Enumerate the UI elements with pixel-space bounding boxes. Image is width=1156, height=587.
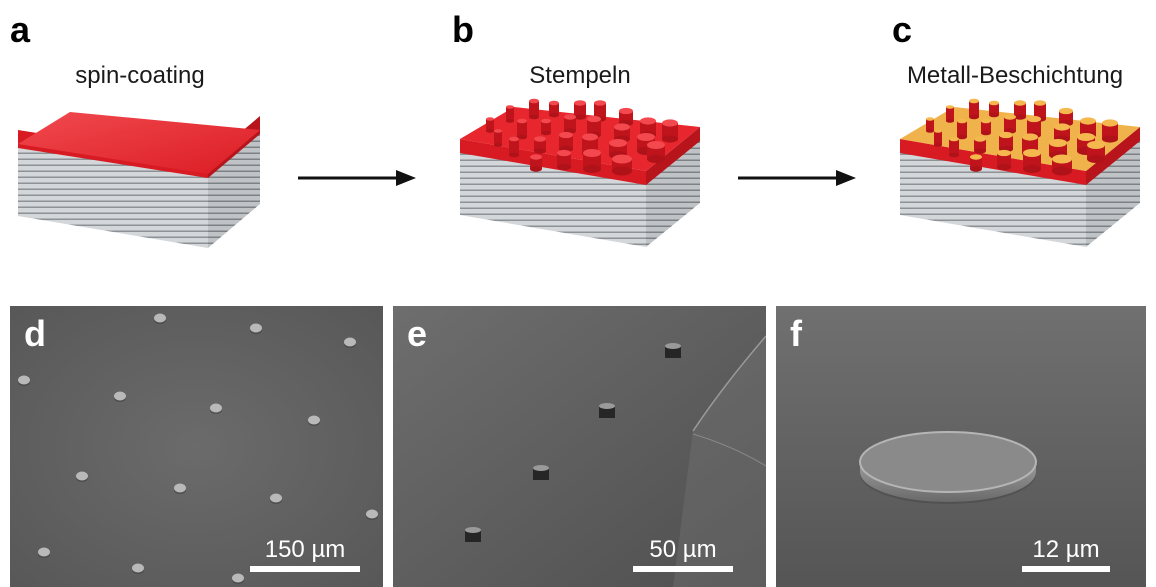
pillar bbox=[619, 107, 633, 127]
spin-coated-substrate-illustration bbox=[18, 112, 260, 248]
pillar bbox=[529, 98, 539, 120]
pillar bbox=[506, 105, 514, 123]
pillar bbox=[494, 129, 502, 147]
panel-letter-b: b bbox=[452, 9, 474, 50]
polymer-pillars bbox=[486, 98, 678, 176]
pillar bbox=[1014, 100, 1026, 120]
arrow-b-to-c bbox=[738, 170, 856, 186]
arrow-a-to-b bbox=[298, 170, 416, 186]
particle bbox=[154, 313, 166, 324]
sem-surface-f bbox=[776, 306, 1146, 587]
pillar bbox=[926, 117, 934, 133]
pillar bbox=[949, 136, 959, 158]
sem-image-e: e 50 µm bbox=[393, 306, 766, 587]
scale-bar-label-f: 12 µm bbox=[1032, 536, 1100, 563]
particle bbox=[308, 415, 320, 426]
pillar bbox=[957, 118, 967, 140]
pillar bbox=[465, 527, 481, 542]
pillar bbox=[1059, 107, 1073, 127]
step-title-stempeln: Stempeln bbox=[529, 62, 631, 89]
sem-surface-d bbox=[10, 306, 383, 587]
pillar bbox=[1087, 140, 1105, 164]
metal-coated-pillars-illustration bbox=[900, 98, 1140, 247]
pillar bbox=[534, 136, 546, 154]
scale-bar-e bbox=[633, 566, 733, 572]
pillar bbox=[647, 140, 665, 164]
particle bbox=[114, 391, 126, 402]
pillar bbox=[557, 149, 571, 171]
pillar bbox=[981, 118, 991, 136]
stamped-pillars-illustration bbox=[460, 98, 700, 247]
sem-image-f: f 12 µm bbox=[776, 306, 1146, 587]
pillar bbox=[541, 118, 551, 136]
step-title-metall-beschichtung: Metall-Beschichtung bbox=[906, 62, 1124, 89]
pillar bbox=[509, 136, 519, 158]
pillar bbox=[533, 465, 549, 480]
particle bbox=[232, 573, 244, 584]
pillar bbox=[934, 129, 942, 147]
step-title-spin-coating: spin-coating bbox=[75, 62, 205, 89]
panel-letter-a: a bbox=[10, 9, 31, 50]
pillar bbox=[1004, 114, 1016, 134]
pillar bbox=[564, 114, 576, 134]
pillar bbox=[969, 98, 979, 120]
panel-letter-e: e bbox=[407, 313, 428, 354]
pillar bbox=[614, 123, 630, 143]
particle bbox=[270, 493, 282, 504]
particle bbox=[18, 375, 30, 386]
scale-bar-d bbox=[250, 566, 360, 572]
sem-pillars bbox=[465, 343, 681, 542]
pillar bbox=[599, 403, 615, 418]
pillar bbox=[989, 100, 999, 118]
pillar bbox=[1052, 154, 1072, 176]
pillar bbox=[574, 100, 586, 120]
panel-letter-f: f bbox=[790, 313, 802, 354]
pillar bbox=[974, 136, 986, 154]
sem-image-d: d 150 µm bbox=[10, 306, 383, 587]
particle bbox=[366, 509, 378, 520]
panel-letter-c: c bbox=[892, 9, 913, 50]
scale-bar-label-e: 50 µm bbox=[649, 536, 717, 563]
particle bbox=[76, 471, 88, 482]
pillar bbox=[583, 148, 601, 174]
panel-letter-d: d bbox=[24, 313, 46, 354]
pillar bbox=[1054, 123, 1070, 143]
pillar bbox=[1023, 148, 1041, 174]
coated-pillars bbox=[926, 98, 1118, 176]
pillar bbox=[612, 154, 632, 176]
pillar bbox=[549, 100, 559, 118]
pillar bbox=[665, 343, 681, 358]
sem-particles bbox=[18, 313, 378, 584]
pillar bbox=[970, 154, 982, 172]
scale-bar-f bbox=[1022, 566, 1110, 572]
pillar bbox=[997, 149, 1011, 171]
pillar bbox=[946, 105, 954, 123]
particle bbox=[38, 547, 50, 558]
particle bbox=[132, 563, 144, 574]
particle bbox=[210, 403, 222, 414]
particle bbox=[174, 483, 186, 494]
pillar bbox=[530, 154, 542, 172]
particle bbox=[250, 323, 262, 334]
sem-disc-pillar bbox=[859, 431, 1037, 504]
pillar bbox=[486, 117, 494, 133]
pillar bbox=[999, 131, 1013, 153]
scale-bar-label-d: 150 µm bbox=[264, 536, 346, 563]
pillar bbox=[517, 118, 527, 140]
pillar bbox=[662, 119, 678, 143]
pillar bbox=[559, 131, 573, 153]
sem-surface-e bbox=[393, 306, 766, 587]
particle bbox=[344, 337, 356, 348]
pillar bbox=[1102, 119, 1118, 143]
